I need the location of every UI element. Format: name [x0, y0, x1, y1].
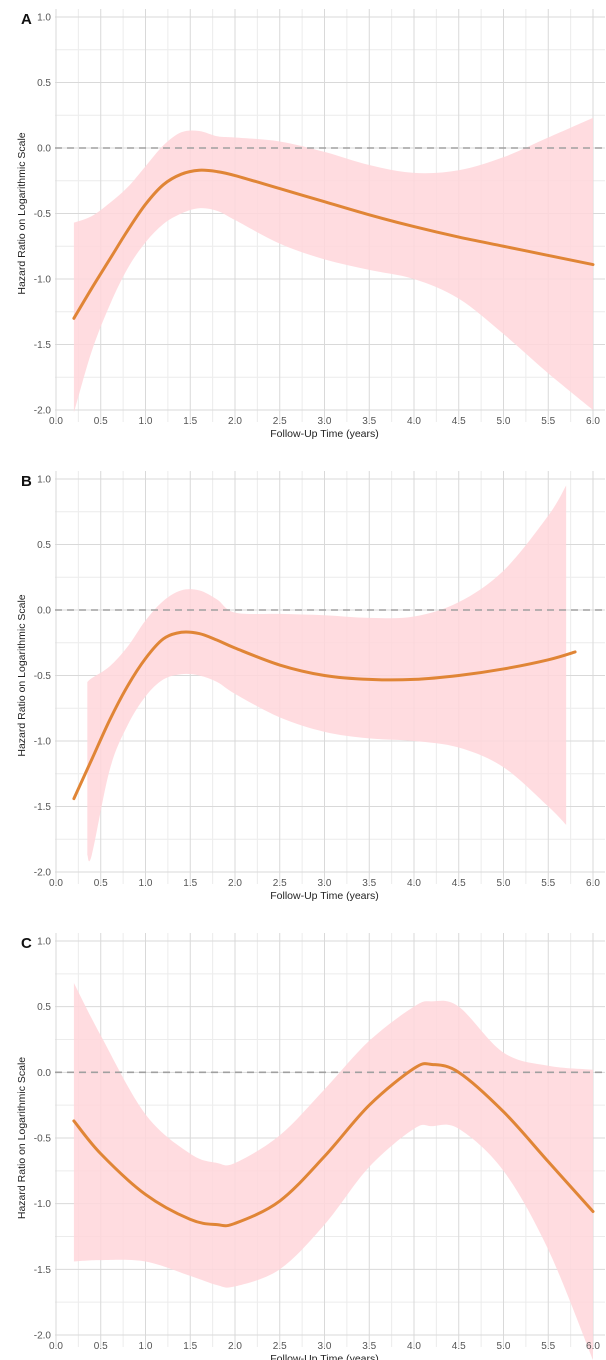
x-tick-label: 5.5: [541, 1341, 555, 1352]
y-tick-label: -0.5: [34, 671, 52, 682]
y-tick-label: -2.0: [34, 868, 52, 879]
y-tick-label: 0.5: [37, 78, 51, 89]
x-tick-label: 0.5: [94, 1341, 108, 1352]
chart-panel-c: 1.00.50.0-0.5-1.0-1.5-2.00.0 0.5 1.0 1.5 2.0…: [16, 933, 605, 1360]
y-tick-label: -1.5: [34, 1265, 52, 1276]
x-tick-label: 2.5: [273, 878, 287, 889]
x-tick-label: 0.0: [49, 878, 63, 889]
y-tick-label: 0.0: [37, 1068, 51, 1079]
x-tick-label: 4.5: [452, 1341, 466, 1352]
x-tick-label: 3.5: [362, 416, 376, 427]
x-tick-label: 3.0: [318, 1341, 332, 1352]
y-tick-label: 0.0: [37, 144, 51, 155]
x-tick-label: 1.0: [139, 416, 153, 427]
x-tick-label: 0.5: [94, 416, 108, 427]
x-tick-label: 6.0: [586, 1341, 600, 1352]
panel-label: A: [21, 11, 32, 28]
y-tick-label: 1.0: [37, 475, 51, 486]
x-tick-label: 6.0: [586, 416, 600, 427]
x-tick-label: 2.0: [228, 1341, 242, 1352]
x-tick-label: 1.0: [139, 1341, 153, 1352]
x-tick-label: 0.0: [49, 1341, 63, 1352]
y-tick-label: -0.5: [34, 1134, 52, 1145]
x-tick-label: 3.5: [362, 1341, 376, 1352]
x-tick-label: 4.0: [407, 416, 421, 427]
x-tick-label: 0.0: [49, 416, 63, 427]
x-tick-label: 1.5: [183, 416, 197, 427]
y-tick-label: 0.0: [37, 606, 51, 617]
y-tick-label: 0.5: [37, 1002, 51, 1013]
chart-panel-b: 1.00.50.0-0.5-1.0-1.5-2.00.0 0.5 1.0 1.5 2.0…: [16, 471, 605, 902]
x-tick-label: 5.0: [497, 878, 511, 889]
hazard-estimate-line: [72, 1062, 595, 1228]
x-tick-label: 3.0: [318, 416, 332, 427]
x-tick-label: 5.5: [541, 416, 555, 427]
y-tick-label: 0.5: [37, 540, 51, 551]
y-axis-title: Hazard Ratio on Logarithmic Scale: [16, 132, 28, 294]
x-axis-title: Follow-Up Time (years): [270, 1353, 379, 1360]
y-axis-title: Hazard Ratio on Logarithmic Scale: [16, 1057, 28, 1219]
y-tick-label: 1.0: [37, 13, 51, 24]
x-axis-title: Follow-Up Time (years): [270, 428, 379, 440]
chart-panel-a: 1.00.50.0-0.5-1.0-1.5-2.00.0 0.5 1.0 1.5 2.0…: [16, 9, 605, 440]
confidence-band: [73, 117, 593, 413]
x-tick-label: 1.0: [139, 878, 153, 889]
y-tick-label: -1.0: [34, 275, 52, 286]
hazard-estimate-line: [72, 168, 595, 320]
x-tick-label: 4.5: [452, 416, 466, 427]
x-tick-label: 5.5: [541, 878, 555, 889]
y-tick-label: 1.0: [37, 937, 51, 948]
y-axis-title: Hazard Ratio on Logarithmic Scale: [16, 594, 28, 756]
y-tick-label: -1.0: [34, 1199, 52, 1210]
x-tick-label: 5.0: [497, 416, 511, 427]
x-tick-label: 1.5: [183, 878, 197, 889]
panel-label: C: [21, 935, 32, 952]
x-tick-label: 1.5: [183, 1341, 197, 1352]
y-tick-label: -2.0: [34, 406, 52, 417]
confidence-band: [87, 485, 567, 862]
y-tick-label: -1.0: [34, 737, 52, 748]
x-tick-label: 4.0: [407, 878, 421, 889]
y-tick-label: -2.0: [34, 1331, 52, 1342]
x-tick-label: 2.5: [273, 416, 287, 427]
x-tick-label: 2.0: [228, 878, 242, 889]
x-axis-title: Follow-Up Time (years): [270, 890, 379, 902]
y-tick-label: -1.5: [34, 802, 52, 813]
x-tick-label: 2.5: [273, 1341, 287, 1352]
x-tick-label: 6.0: [586, 878, 600, 889]
x-tick-label: 3.5: [362, 878, 376, 889]
x-tick-label: 3.0: [318, 878, 332, 889]
hazard-estimate-line: [72, 630, 577, 801]
panel-label: B: [21, 473, 32, 490]
x-tick-label: 2.0: [228, 416, 242, 427]
y-tick-label: -1.5: [34, 340, 52, 351]
x-tick-label: 4.5: [452, 878, 466, 889]
x-tick-label: 5.0: [497, 1341, 511, 1352]
y-tick-label: -0.5: [34, 209, 52, 220]
x-tick-label: 4.0: [407, 1341, 421, 1352]
x-tick-label: 0.5: [94, 878, 108, 889]
